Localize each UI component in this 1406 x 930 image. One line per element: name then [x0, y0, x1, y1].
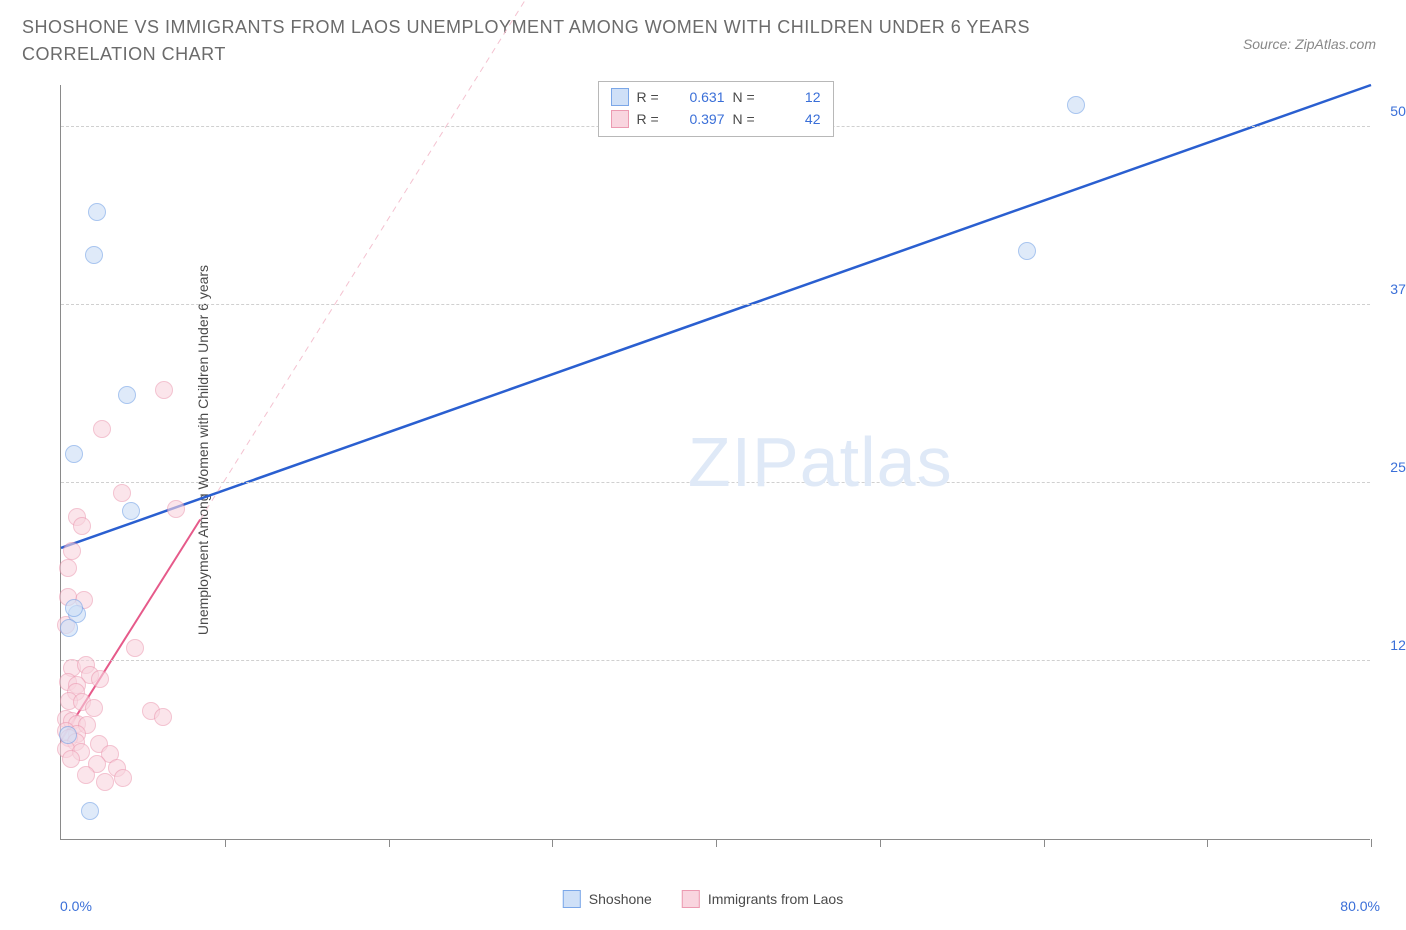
x-tick [1207, 839, 1208, 847]
correlation-legend: R = 0.631 N = 12 R = 0.397 N = 42 [598, 81, 834, 137]
x-tick [389, 839, 390, 847]
data-point [114, 769, 132, 787]
series-legend: Shoshone Immigrants from Laos [563, 890, 843, 908]
y-tick-label: 25.0% [1376, 459, 1406, 475]
legend-label: Immigrants from Laos [708, 891, 843, 907]
chart-title: SHOSHONE VS IMMIGRANTS FROM LAOS UNEMPLO… [22, 14, 1122, 68]
data-point [65, 445, 83, 463]
data-point [91, 670, 109, 688]
gridline [61, 304, 1370, 305]
data-point [1018, 242, 1036, 260]
y-tick-label: 12.5% [1376, 637, 1406, 653]
data-point [155, 381, 173, 399]
x-tick [716, 839, 717, 847]
r-label: R = [637, 89, 667, 105]
legend-swatch [611, 110, 629, 128]
data-point [85, 699, 103, 717]
data-point [93, 420, 111, 438]
legend-row: R = 0.631 N = 12 [611, 86, 821, 108]
x-tick [1371, 839, 1372, 847]
data-point [62, 750, 80, 768]
data-point [59, 726, 77, 744]
trend-lines-layer [61, 85, 1370, 839]
data-point [118, 386, 136, 404]
data-point [167, 500, 185, 518]
x-tick [225, 839, 226, 847]
legend-row: R = 0.397 N = 42 [611, 108, 821, 130]
scatter-plot: ZIPatlas R =0.631N =12R =0.397N =42 12.5… [60, 85, 1370, 840]
x-tick [880, 839, 881, 847]
y-tick-label: 37.5% [1376, 281, 1406, 297]
data-point [1067, 96, 1085, 114]
data-point [73, 517, 91, 535]
r-value: 0.397 [675, 111, 725, 127]
data-point [154, 708, 172, 726]
data-point [122, 502, 140, 520]
data-point [81, 802, 99, 820]
legend-item: Immigrants from Laos [682, 890, 843, 908]
x-tick [1044, 839, 1045, 847]
data-point [113, 484, 131, 502]
legend-label: Shoshone [589, 891, 652, 907]
n-value: 12 [771, 89, 821, 105]
legend-swatch [611, 88, 629, 106]
gridline [61, 482, 1370, 483]
data-point [96, 773, 114, 791]
n-label: N = [733, 89, 763, 105]
data-point [77, 766, 95, 784]
n-value: 42 [771, 111, 821, 127]
data-point [126, 639, 144, 657]
legend-swatch [682, 890, 700, 908]
r-value: 0.631 [675, 89, 725, 105]
data-point [60, 619, 78, 637]
n-label: N = [733, 111, 763, 127]
data-point [85, 246, 103, 264]
x-axis-min-label: 0.0% [60, 898, 92, 914]
r-label: R = [637, 111, 667, 127]
data-point [65, 599, 83, 617]
data-point [88, 203, 106, 221]
data-point [59, 559, 77, 577]
legend-swatch [563, 890, 581, 908]
data-point [63, 542, 81, 560]
x-axis-max-label: 80.0% [1340, 898, 1380, 914]
legend-item: Shoshone [563, 890, 652, 908]
y-tick-label: 50.0% [1376, 103, 1406, 119]
x-tick [552, 839, 553, 847]
gridline [61, 660, 1370, 661]
source-attribution: Source: ZipAtlas.com [1243, 36, 1376, 52]
